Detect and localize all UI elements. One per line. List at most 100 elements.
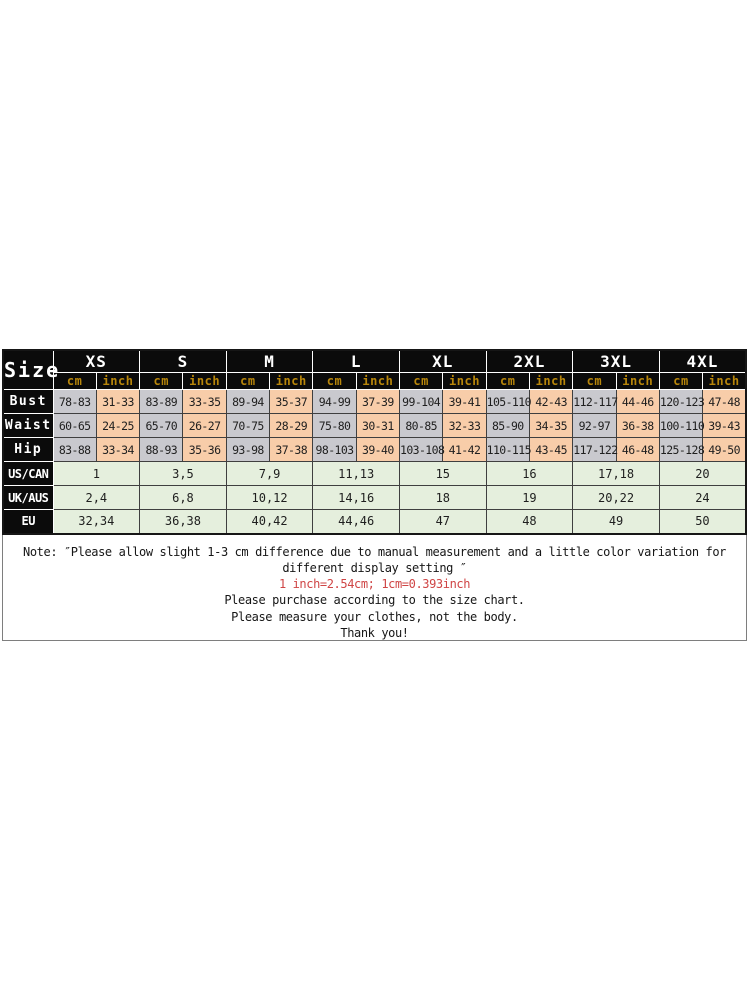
cm-cell: 125-128 bbox=[658, 437, 705, 462]
region-row: UK/AUS 2,4 6,8 10,12 14,16 18 19 20,22 24 bbox=[2, 485, 747, 510]
measurement-row: Hip 83-88 33-34 88-93 35-36 93-98 37-38 98-103 3… bbox=[2, 437, 747, 462]
unit-cm-header: cm bbox=[398, 372, 444, 390]
size-header-xs: XS bbox=[52, 349, 141, 373]
size-chart-area: Size XS S M L XL 2XL 3XL 4XL cm inch cm inch cm inch cm… bbox=[2, 349, 747, 641]
row-label-eu: EU bbox=[2, 509, 54, 534]
unit-cm-header: cm bbox=[225, 372, 271, 390]
cm-cell: 88-93 bbox=[139, 437, 184, 462]
row-label-hip: Hip bbox=[2, 437, 54, 462]
cm-cell: 103-108 bbox=[398, 437, 445, 462]
region-cell: 19 bbox=[485, 485, 574, 510]
inch-cell: 39-41 bbox=[442, 389, 487, 414]
size-header-l: L bbox=[312, 349, 400, 373]
inch-cell: 37-39 bbox=[355, 389, 401, 414]
note-line-2: different display setting ″ bbox=[282, 560, 467, 575]
conversion-note: 1 inch=2.54cm; 1cm=0.393inch bbox=[278, 577, 471, 592]
note-line-5: Please measure your clothes, not the bod… bbox=[231, 609, 518, 624]
region-cell: 17,18 bbox=[572, 461, 660, 486]
region-cell: 10,12 bbox=[225, 485, 314, 510]
size-table: Size XS S M L XL 2XL 3XL 4XL cm inch cm inch cm inch cm… bbox=[2, 349, 747, 535]
unit-inch-header: inch bbox=[95, 372, 141, 390]
size-header-m: M bbox=[225, 349, 314, 373]
inch-cell: 32-33 bbox=[442, 413, 487, 438]
row-label-bust: Bust bbox=[2, 389, 54, 414]
unit-inch-header: inch bbox=[702, 372, 747, 390]
inch-cell: 47-48 bbox=[702, 389, 747, 414]
note-box: Note: ″Please allow slight 1-3 cm differ… bbox=[2, 534, 747, 641]
region-cell: 47 bbox=[399, 509, 487, 534]
region-cell: 32,34 bbox=[52, 509, 141, 534]
inch-cell: 28-29 bbox=[269, 413, 314, 438]
inch-cell: 41-42 bbox=[442, 437, 487, 462]
region-cell: 2,4 bbox=[52, 485, 141, 510]
cm-cell: 94-99 bbox=[312, 389, 357, 414]
cm-cell: 65-70 bbox=[139, 413, 184, 438]
inch-cell: 30-31 bbox=[355, 413, 401, 438]
cm-cell: 83-89 bbox=[139, 389, 184, 414]
region-row: US/CAN 1 3,5 7,9 11,13 15 16 17,18 20 bbox=[2, 461, 747, 486]
inch-cell: 31-33 bbox=[95, 389, 141, 414]
cm-cell: 78-83 bbox=[52, 389, 97, 414]
unit-cm-header: cm bbox=[485, 372, 530, 390]
cm-cell: 93-98 bbox=[225, 437, 271, 462]
measurement-row: Waist 60-65 24-25 65-70 26-27 70-75 28-29 75-80… bbox=[2, 413, 747, 438]
region-cell: 15 bbox=[399, 461, 487, 486]
cm-cell: 112-117 bbox=[572, 389, 618, 414]
unit-cm-header: cm bbox=[52, 372, 97, 390]
region-cell: 18 bbox=[399, 485, 487, 510]
size-corner-label: Size bbox=[2, 349, 58, 390]
region-cell: 49 bbox=[572, 509, 660, 534]
unit-cm-header: cm bbox=[139, 372, 184, 390]
cm-cell: 83-88 bbox=[52, 437, 97, 462]
region-cell: 50 bbox=[658, 509, 747, 534]
row-label-ukaus: UK/AUS bbox=[2, 485, 54, 510]
inch-cell: 36-38 bbox=[615, 413, 660, 438]
size-header-2xl: 2XL bbox=[485, 349, 574, 373]
region-cell: 40,42 bbox=[225, 509, 314, 534]
cm-cell: 80-85 bbox=[398, 413, 444, 438]
size-header-3xl: 3XL bbox=[572, 349, 660, 373]
inch-cell: 24-25 bbox=[95, 413, 141, 438]
size-header-4xl: 4XL bbox=[658, 349, 747, 373]
region-cell: 16 bbox=[485, 461, 574, 486]
inch-cell: 33-35 bbox=[182, 389, 227, 414]
inch-cell: 33-34 bbox=[95, 437, 141, 462]
inch-cell: 37-38 bbox=[269, 437, 314, 462]
inch-cell: 39-43 bbox=[702, 413, 747, 438]
unit-cm-header: cm bbox=[658, 372, 704, 390]
unit-inch-header: inch bbox=[442, 372, 487, 390]
cm-cell: 85-90 bbox=[485, 413, 530, 438]
cm-cell: 120-123 bbox=[658, 389, 705, 414]
inch-cell: 46-48 bbox=[615, 437, 660, 462]
inch-cell: 44-46 bbox=[615, 389, 660, 414]
inch-cell: 42-43 bbox=[528, 389, 574, 414]
cm-cell: 100-110 bbox=[658, 413, 705, 438]
region-cell: 1 bbox=[52, 461, 141, 486]
header-row-units: cm inch cm inch cm inch cm inch cm inch cm inch cm in… bbox=[3, 372, 747, 390]
region-cell: 48 bbox=[485, 509, 574, 534]
cm-cell: 98-103 bbox=[312, 437, 357, 462]
region-cell: 6,8 bbox=[139, 485, 227, 510]
inch-cell: 35-36 bbox=[182, 437, 227, 462]
header-row-sizes: Size XS S M L XL 2XL 3XL 4XL bbox=[2, 349, 747, 390]
region-cell: 14,16 bbox=[312, 485, 400, 510]
unit-inch-header: inch bbox=[269, 372, 314, 390]
note-line-1: Note: ″Please allow slight 1-3 cm differ… bbox=[23, 544, 726, 559]
row-label-waist: Waist bbox=[2, 413, 54, 438]
region-cell: 11,13 bbox=[312, 461, 400, 486]
measurement-row: Bust 78-83 31-33 83-89 33-35 89-94 35-37 94-99 3… bbox=[2, 389, 747, 414]
region-cell: 44,46 bbox=[312, 509, 400, 534]
cm-cell: 70-75 bbox=[225, 413, 271, 438]
region-cell: 24 bbox=[658, 485, 747, 510]
note-line-4: Please purchase according to the size ch… bbox=[224, 593, 525, 608]
unit-cm-header: cm bbox=[312, 372, 357, 390]
unit-inch-header: inch bbox=[182, 372, 227, 390]
cm-cell: 60-65 bbox=[52, 413, 97, 438]
region-cell: 36,38 bbox=[139, 509, 227, 534]
size-header-xl: XL bbox=[399, 349, 487, 373]
region-cell: 7,9 bbox=[225, 461, 314, 486]
cm-cell: 99-104 bbox=[398, 389, 444, 414]
unit-inch-header: inch bbox=[355, 372, 401, 390]
size-header-s: S bbox=[139, 349, 227, 373]
